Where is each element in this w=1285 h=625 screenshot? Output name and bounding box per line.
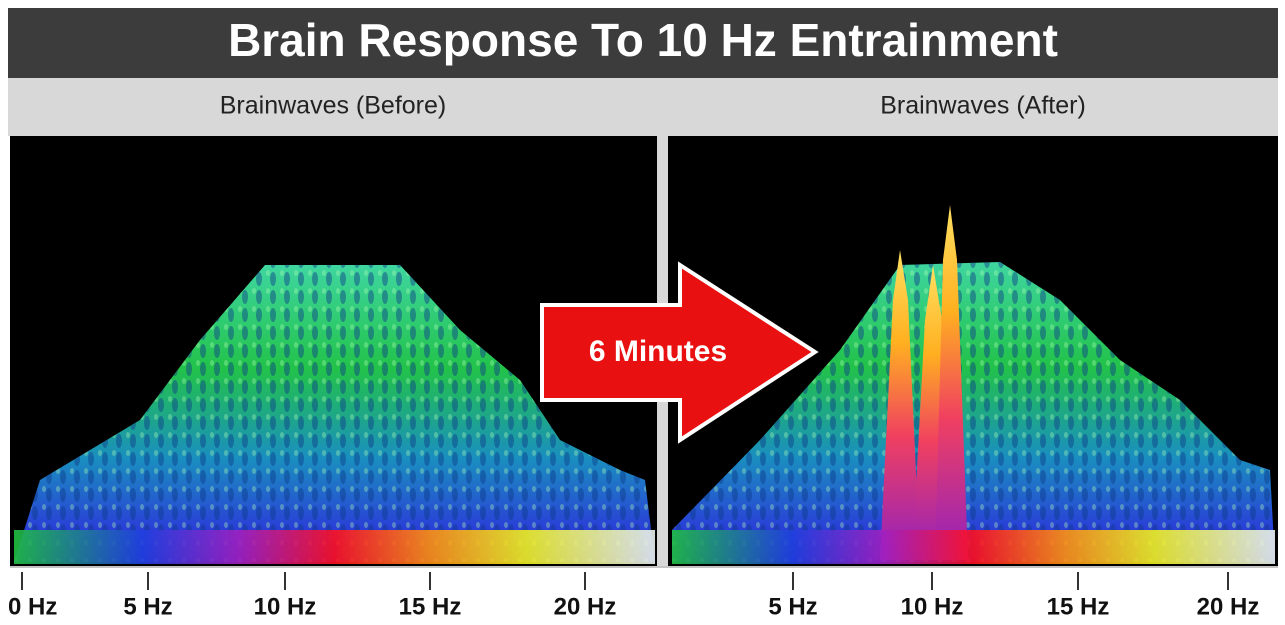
tick-label: 15 Hz — [399, 593, 462, 620]
tick-label: 5 Hz — [768, 593, 817, 620]
tick-label: 15 Hz — [1047, 593, 1110, 620]
tick-label: 10 Hz — [901, 593, 964, 620]
subtitle-bar — [8, 78, 1278, 136]
tick-label: 20 Hz — [554, 593, 617, 620]
panel-label: Brainwaves (Before) — [220, 92, 446, 120]
axis: 0 Hz 5 Hz 10 Hz 15 Hz 20 Hz 5 Hz 10 Hz 15 Hz 20 … — [8, 572, 1259, 620]
tick-label: 20 Hz — [1197, 593, 1260, 620]
title: Brain Response To 10 Hz Entrainment — [228, 14, 1058, 66]
infographic: Brain Response To 10 Hz Entrainment Brai… — [0, 0, 1285, 625]
tick-label: 10 Hz — [254, 593, 317, 620]
arrow-label: 6 Minutes — [589, 335, 727, 368]
panel-label: Brainwaves (After) — [880, 92, 1086, 120]
tick-label: 0 Hz — [8, 593, 57, 620]
tick-label: 5 Hz — [123, 593, 172, 620]
